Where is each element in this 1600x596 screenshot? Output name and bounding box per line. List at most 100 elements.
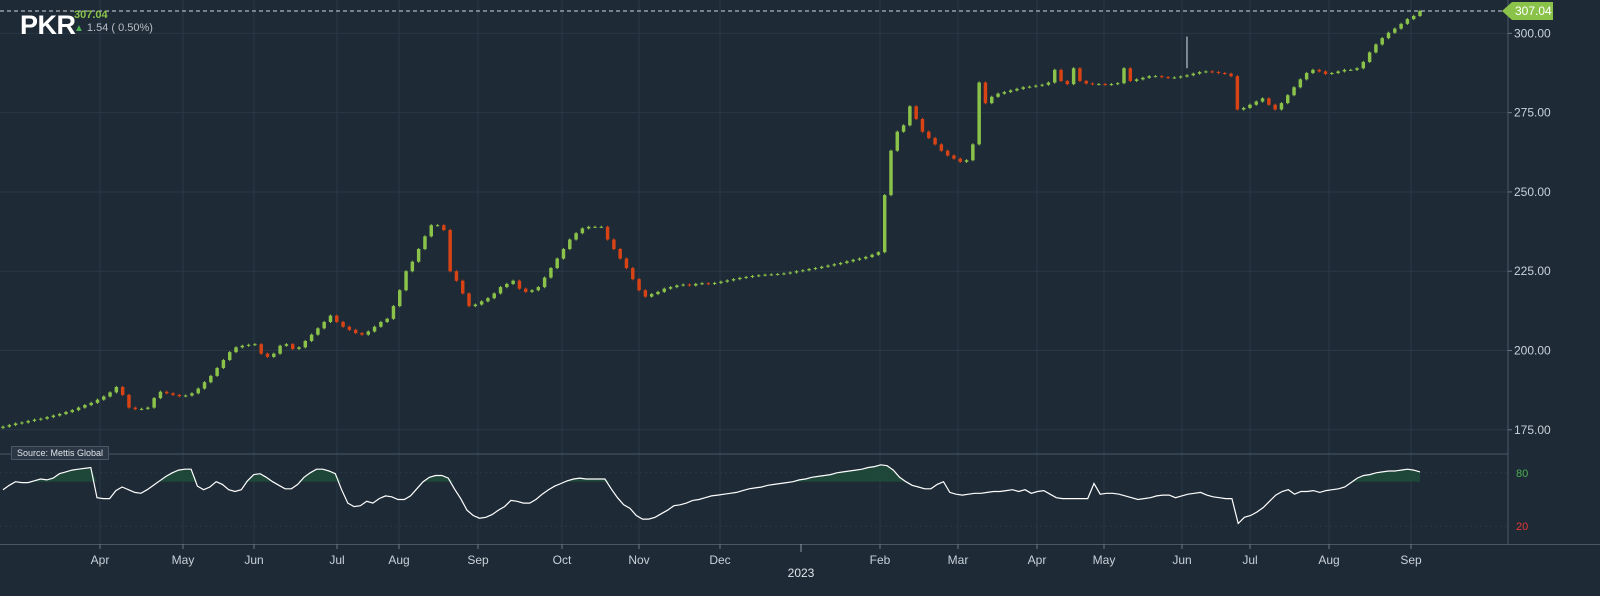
candle-body: [983, 82, 988, 104]
candle-body: [1166, 77, 1170, 79]
x-tick-label: Jul: [329, 553, 344, 567]
candle-body: [360, 333, 364, 335]
candle-body: [731, 279, 736, 281]
x-tick-label: Aug: [388, 553, 409, 567]
candle-body: [668, 287, 673, 289]
candle-body: [908, 106, 912, 126]
candle-body: [1172, 77, 1177, 79]
x-tick-label: Oct: [553, 553, 572, 567]
source-badge: Source: Mettis Global: [11, 446, 110, 460]
candle-layer: [1, 9, 1422, 430]
price-block: 307.04 ▲ 1.54 ( 0.50%): [74, 9, 153, 35]
candle-body: [473, 304, 478, 307]
candle-body: [70, 410, 75, 413]
x-tick-label: Aug: [1318, 553, 1339, 567]
candle-body: [511, 280, 515, 284]
candle-body: [341, 321, 345, 327]
candle-body: [297, 347, 301, 349]
y-tick-label: 200.00: [1514, 344, 1551, 358]
candle-body: [1, 426, 5, 428]
candle-body: [379, 321, 383, 327]
candle-body: [1374, 44, 1378, 53]
candle-body: [574, 233, 578, 240]
candle-body: [1367, 52, 1372, 62]
candle-body: [876, 252, 881, 255]
osc-tick-label: 20: [1516, 521, 1528, 533]
candle-body: [1021, 87, 1025, 89]
candle-body: [807, 269, 811, 271]
candle-body: [20, 422, 24, 424]
candle-body: [517, 280, 522, 289]
candle-body: [523, 288, 528, 292]
y-tick-label: 225.00: [1514, 264, 1551, 278]
candle-body: [794, 271, 799, 273]
candle-body: [1097, 84, 1101, 86]
candle-body: [1109, 84, 1114, 86]
candle-body: [448, 230, 452, 272]
candle-body: [1153, 76, 1158, 78]
candle-body: [675, 285, 679, 288]
candle-body: [580, 228, 585, 234]
oscillator-line: [2, 464, 1421, 525]
x-tick-label: Jul: [1242, 553, 1257, 567]
candle-body: [763, 274, 767, 276]
price-tag-label: 307.04: [1515, 4, 1552, 18]
candle-body: [1090, 83, 1095, 85]
candle-body: [1210, 71, 1214, 73]
candle-body: [221, 360, 226, 368]
candle-body: [1336, 71, 1340, 74]
candle-body: [1229, 73, 1233, 77]
candle-body: [725, 280, 729, 282]
x-tick-label: Apr: [91, 553, 110, 567]
candle-body: [681, 284, 685, 286]
price-change: 1.54 ( 0.50%): [86, 22, 153, 34]
candle-body: [152, 398, 156, 408]
candle-body: [335, 315, 339, 322]
candle-body: [461, 280, 465, 294]
candle-body: [1128, 68, 1133, 81]
candle-body: [120, 386, 125, 395]
candle-body: [637, 279, 641, 291]
candle-body: [259, 344, 263, 354]
candle-body: [1405, 19, 1410, 24]
candle-body: [183, 395, 188, 397]
candle-body: [398, 290, 402, 307]
candle-body: [530, 290, 534, 292]
candle-body: [64, 412, 68, 414]
candle-body: [1393, 28, 1397, 33]
price-tag-box: [1502, 2, 1553, 21]
candle-body: [1223, 73, 1227, 75]
candle-body: [442, 225, 446, 230]
candle-body: [838, 262, 843, 265]
candle-body: [404, 271, 408, 291]
candle-body: [347, 326, 352, 330]
change-row: ▲ 1.54 ( 0.50%): [74, 22, 153, 35]
candle-body: [303, 341, 308, 348]
candle-body: [240, 345, 245, 348]
candle-body: [813, 268, 818, 270]
price-tag-layer: 307.04: [0, 2, 1553, 21]
candle-body: [826, 265, 830, 267]
candle-body: [165, 391, 169, 394]
x-tick-label: May: [1093, 553, 1116, 567]
x-tick-label: Feb: [870, 553, 891, 567]
candle-body: [1317, 69, 1321, 72]
candle-body: [769, 274, 774, 276]
candle-body: [486, 298, 490, 302]
candle-body: [832, 264, 837, 266]
candle-body: [309, 334, 314, 341]
candle-body: [555, 258, 559, 269]
candle-body: [901, 125, 906, 132]
candle-body: [1260, 98, 1265, 102]
candle-body: [1059, 69, 1063, 81]
candle-body: [1185, 75, 1189, 77]
y-tick-label: 275.00: [1514, 106, 1551, 120]
x-tick-label: Dec: [709, 553, 730, 567]
candle-body: [51, 415, 56, 418]
candle-body: [1178, 76, 1183, 78]
x-tick-label: Mar: [948, 553, 969, 567]
candle-body: [108, 392, 112, 397]
candle-body: [410, 261, 415, 272]
candle-body: [542, 277, 547, 288]
candle-body: [687, 284, 692, 286]
